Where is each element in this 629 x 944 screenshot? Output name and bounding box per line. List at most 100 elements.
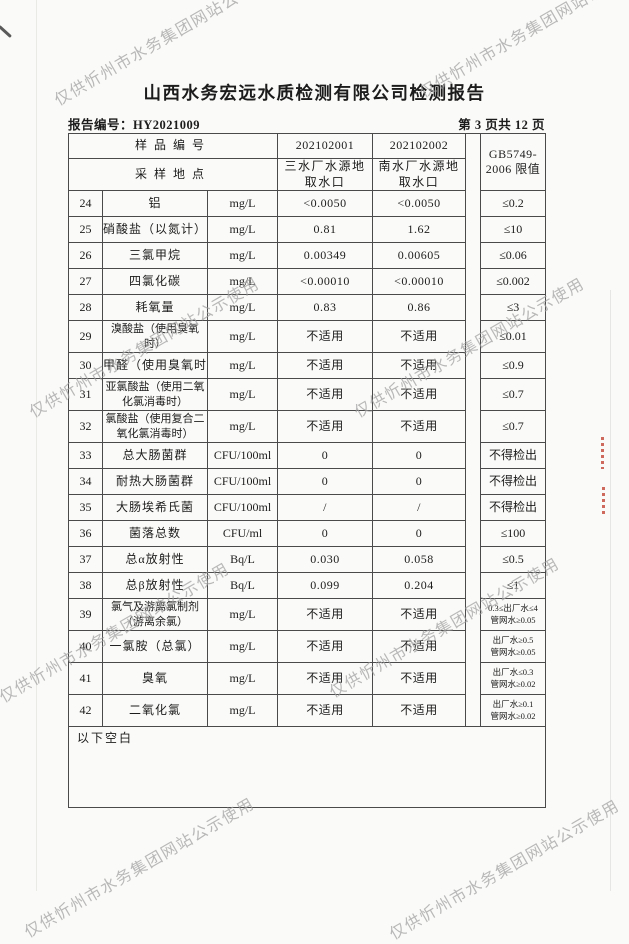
row-number-cell: 40 xyxy=(68,630,103,664)
row-number-cell: 25 xyxy=(68,216,103,244)
unit-cell: mg/L xyxy=(207,630,278,664)
location-label-cell: 采样地点 xyxy=(68,157,278,192)
parameter-name-cell: 总大肠菌群 xyxy=(102,442,208,470)
unit-cell: mg/L xyxy=(207,216,278,244)
unit-cell: Bq/L xyxy=(207,546,278,574)
sample1-value-cell: 不适用 xyxy=(277,378,373,412)
location-cell-2: 南水厂水源地 取水口 xyxy=(372,157,466,192)
page-indicator: 第 3 页共 12 页 xyxy=(458,118,545,132)
parameter-name-cell: 菌落总数 xyxy=(102,520,208,548)
limit-value-cell: ≤0.2 xyxy=(480,190,546,218)
parameter-row: 37 总α放射性 Bq/L 0.030 0.058 ≤0.5 xyxy=(68,546,546,574)
unit-cell: mg/L xyxy=(207,352,278,380)
parameter-row: 36 菌落总数 CFU/ml 0 0 ≤100 xyxy=(68,520,546,548)
blank-row: 以下空白 xyxy=(68,726,546,809)
sample1-value-cell: 0.030 xyxy=(277,546,373,574)
unit-cell: CFU/ml xyxy=(207,520,278,548)
sample1-value-cell: <0.00010 xyxy=(277,268,373,296)
parameter-name-cell: 亚氯酸盐（使用二氧 化氯消毒时） xyxy=(102,378,208,412)
sample1-value-cell: 不适用 xyxy=(277,352,373,380)
unit-cell: CFU/100ml xyxy=(207,494,278,522)
sample2-value-cell: 0 xyxy=(372,442,466,470)
parameter-row: 41 臭氧 mg/L 不适用 不适用 出厂水≤0.3 管网水≥0.02 xyxy=(68,662,546,696)
red-margin-marks xyxy=(602,487,605,514)
sample2-value-cell: 0 xyxy=(372,520,466,548)
row-number-cell: 37 xyxy=(68,546,103,574)
report-number: 报告编号：HY2021009 xyxy=(68,114,200,133)
unit-cell: mg/L xyxy=(207,294,278,322)
parameter-row: 33 总大肠菌群 CFU/100ml 0 0 不得检出 xyxy=(68,442,546,470)
sample2-value-cell: 不适用 xyxy=(372,662,466,696)
blank-note-cell: 以下空白 xyxy=(68,726,546,809)
unit-cell: mg/L xyxy=(207,410,278,444)
sample1-value-cell: 0.81 xyxy=(277,216,373,244)
sample2-value-cell: 不适用 xyxy=(372,352,466,380)
parameter-name-cell: 臭氧 xyxy=(102,662,208,696)
sample1-value-cell: 不适用 xyxy=(277,598,373,632)
red-margin-marks xyxy=(601,437,604,469)
report-number-label: 报告编号： xyxy=(68,118,134,132)
parameter-row: 39 氯气及游离氯制剂 （游离余氯） mg/L 不适用 不适用 0.3≤出厂水≤… xyxy=(68,598,546,632)
row-number-cell: 35 xyxy=(68,494,103,522)
sample2-value-cell: 0.86 xyxy=(372,294,466,322)
unit-cell: mg/L xyxy=(207,320,278,354)
report-meta-row: 报告编号：HY2021009 第 3 页共 12 页 xyxy=(68,114,545,133)
limit-value-cell: 不得检出 xyxy=(480,442,546,470)
sample1-value-cell: / xyxy=(277,494,373,522)
row-number-cell: 30 xyxy=(68,352,103,380)
sample2-value-cell: 0.00605 xyxy=(372,242,466,270)
limit-value-cell: ≤0.06 xyxy=(480,242,546,270)
sample2-value-cell: 0 xyxy=(372,468,466,496)
parameter-name-cell: 一氯胺（总氯） xyxy=(102,630,208,664)
sample2-value-cell: 0.058 xyxy=(372,546,466,574)
unit-cell: Bq/L xyxy=(207,572,278,600)
row-number-cell: 31 xyxy=(68,378,103,412)
parameter-row: 28 耗氧量 mg/L 0.83 0.86 ≤3 xyxy=(68,294,546,322)
sample1-value-cell: 不适用 xyxy=(277,662,373,696)
sample2-value-cell: 不适用 xyxy=(372,410,466,444)
sample1-value-cell: 不适用 xyxy=(277,320,373,354)
parameter-name-cell: 氯酸盐（使用复合二 氧化氯消毒时） xyxy=(102,410,208,444)
parameter-name-cell: 二氧化氯 xyxy=(102,694,208,728)
sample2-value-cell: <0.0050 xyxy=(372,190,466,218)
limit-value-cell: ≤0.7 xyxy=(480,410,546,444)
location-cell-1: 三水厂水源地 取水口 xyxy=(277,157,373,192)
limit-value-cell: ≤0.9 xyxy=(480,352,546,380)
unit-cell: CFU/100ml xyxy=(207,442,278,470)
parameter-name-cell: 总β放射性 xyxy=(102,572,208,600)
row-number-cell: 33 xyxy=(68,442,103,470)
row-number-cell: 34 xyxy=(68,468,103,496)
report-number-value: HY2021009 xyxy=(133,118,201,132)
watermark-text: 仅供忻州市水务集团网站公示使用 xyxy=(387,797,623,944)
sample2-value-cell: 不适用 xyxy=(372,598,466,632)
sample2-value-cell: 不适用 xyxy=(372,320,466,354)
limit-value-cell: 出厂水≤0.3 管网水≥0.02 xyxy=(480,662,546,696)
sample-id-cell-2: 202102002 xyxy=(372,133,466,159)
parameter-row: 31 亚氯酸盐（使用二氧 化氯消毒时） mg/L 不适用 不适用 ≤0.7 xyxy=(68,378,546,412)
row-number-cell: 26 xyxy=(68,242,103,270)
sample2-value-cell: <0.00010 xyxy=(372,268,466,296)
parameter-name-cell: 溴酸盐（使用臭氧 时） xyxy=(102,320,208,354)
limit-value-cell: ≤0.5 xyxy=(480,546,546,574)
row-number-cell: 38 xyxy=(68,572,103,600)
parameter-row: 40 一氯胺（总氯） mg/L 不适用 不适用 出厂水≥0.5 管网水≥0.05 xyxy=(68,630,546,664)
sample1-value-cell: 不适用 xyxy=(277,630,373,664)
sample1-value-cell: 0 xyxy=(277,442,373,470)
sample1-value-cell: 0 xyxy=(277,520,373,548)
parameter-name-cell: 四氯化碳 xyxy=(102,268,208,296)
sample1-value-cell: 不适用 xyxy=(277,410,373,444)
parameter-row: 34 耐热大肠菌群 CFU/100ml 0 0 不得检出 xyxy=(68,468,546,496)
parameter-name-cell: 三氯甲烷 xyxy=(102,242,208,270)
row-number-cell: 24 xyxy=(68,190,103,218)
limit-value-cell: ≤3 xyxy=(480,294,546,322)
parameter-name-cell: 硝酸盐（以氮计） xyxy=(102,216,208,244)
parameter-row: 26 三氯甲烷 mg/L 0.00349 0.00605 ≤0.06 xyxy=(68,242,546,270)
spacer-column xyxy=(465,132,481,728)
paper-crease-line xyxy=(36,0,37,891)
parameter-row: 35 大肠埃希氏菌 CFU/100ml / / 不得检出 xyxy=(68,494,546,522)
parameter-name-cell: 铝 xyxy=(102,190,208,218)
unit-cell: mg/L xyxy=(207,662,278,696)
unit-cell: mg/L xyxy=(207,190,278,218)
parameter-name-cell: 总α放射性 xyxy=(102,546,208,574)
limit-value-cell: 不得检出 xyxy=(480,494,546,522)
